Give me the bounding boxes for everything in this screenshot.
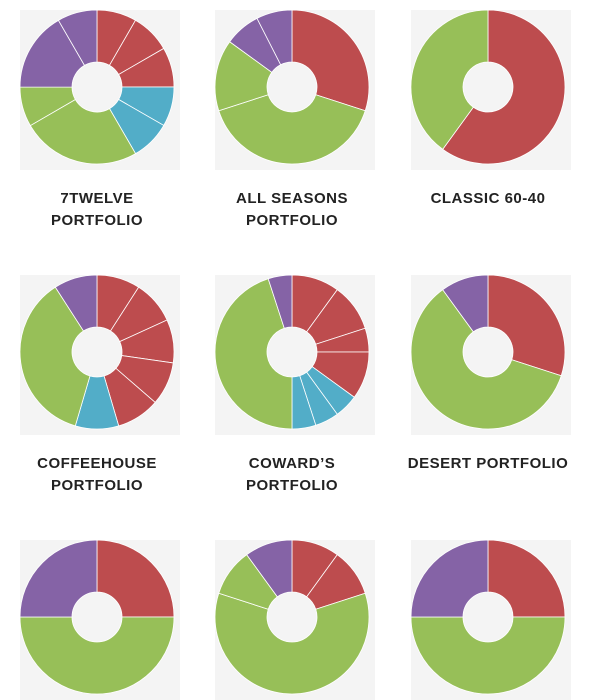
pie-slice-red[interactable] xyxy=(487,539,566,618)
portfolio-label-line: DESERT PORTFOLIO xyxy=(407,455,569,472)
portfolio-label-line: CLASSIC 60-40 xyxy=(430,190,546,207)
pie-slice-green[interactable] xyxy=(410,289,562,430)
pie-slice-red[interactable] xyxy=(96,539,175,618)
portfolio-label[interactable]: ALL SEASONS PORTFOLIO xyxy=(197,188,387,232)
portfolio-donut-chart[interactable] xyxy=(18,273,176,431)
portfolio-label[interactable]: COWARD’S PORTFOLIO xyxy=(197,453,387,497)
pie-slice-purple[interactable] xyxy=(410,539,489,618)
portfolio-label-line: COFFEEHOUSE xyxy=(37,455,157,472)
pie-slice-green[interactable] xyxy=(19,286,91,427)
portfolio-donut-chart[interactable] xyxy=(409,538,567,696)
portfolio-label-line: PORTFOLIO xyxy=(51,477,143,494)
pie-slice-green[interactable] xyxy=(410,616,566,695)
portfolio-label[interactable]: DESERT PORTFOLIO xyxy=(393,453,583,475)
pie-slice-green[interactable] xyxy=(410,9,489,150)
pie-slice-green[interactable] xyxy=(19,616,175,695)
pie-slice-red[interactable] xyxy=(442,9,566,165)
portfolio-donut-chart[interactable] xyxy=(213,8,371,166)
pie-slice-purple[interactable] xyxy=(442,274,489,333)
pie-slice-green[interactable] xyxy=(218,94,366,165)
pie-slice-purple[interactable] xyxy=(57,9,98,66)
portfolio-label-line: PORTFOLIO xyxy=(246,477,338,494)
pie-slice-red[interactable] xyxy=(487,274,566,377)
portfolio-donut-chart[interactable] xyxy=(18,8,176,166)
portfolio-label[interactable]: 7TWELVE PORTFOLIO xyxy=(2,188,192,232)
pie-slice-purple[interactable] xyxy=(54,274,98,332)
portfolio-label[interactable]: CLASSIC 60-40 xyxy=(393,188,583,210)
portfolio-label-line: ALL SEASONS xyxy=(236,190,348,207)
portfolio-label-line: COWARD’S xyxy=(248,455,336,472)
portfolio-donut-chart[interactable] xyxy=(213,273,371,431)
portfolio-donut-chart[interactable] xyxy=(409,273,567,431)
pie-slice-purple[interactable] xyxy=(256,9,293,66)
pie-slice-purple[interactable] xyxy=(19,19,86,88)
pie-slice-purple[interactable] xyxy=(19,539,98,618)
pie-slice-green[interactable] xyxy=(29,98,137,165)
pie-slice-red[interactable] xyxy=(291,9,370,112)
pie-slice-purple[interactable] xyxy=(267,274,293,329)
portfolio-label-line: PORTFOLIO xyxy=(51,212,143,229)
portfolio-donut-chart[interactable] xyxy=(18,538,176,696)
portfolio-label-line: PORTFOLIO xyxy=(246,212,338,229)
portfolio-label-line: 7TWELVE xyxy=(60,190,134,207)
pie-slice-green[interactable] xyxy=(214,592,370,695)
portfolio-donut-chart[interactable] xyxy=(409,8,567,166)
portfolio-label[interactable]: COFFEEHOUSE PORTFOLIO xyxy=(2,453,192,497)
portfolio-donut-chart[interactable] xyxy=(213,538,371,696)
pie-slice-green[interactable] xyxy=(214,278,293,430)
